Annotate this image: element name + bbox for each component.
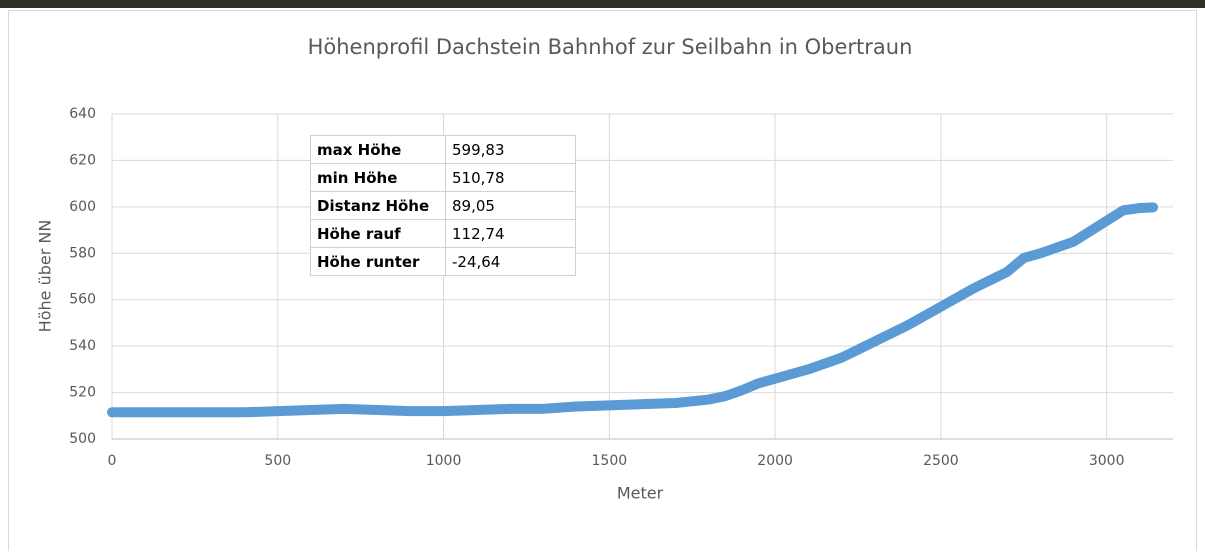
y-tick-label: 540 xyxy=(69,338,96,354)
x-tick-label: 3000 xyxy=(1089,453,1125,469)
y-tick-label: 520 xyxy=(69,385,96,401)
x-tick-label: 1000 xyxy=(426,453,462,469)
chart-frame xyxy=(9,11,1197,552)
y-tick-label: 620 xyxy=(69,152,96,168)
stat-label: Höhe runter xyxy=(311,248,446,276)
stat-value: 112,74 xyxy=(446,220,576,248)
x-tick-label: 0 xyxy=(108,453,117,469)
y-tick-label: 580 xyxy=(69,245,96,261)
y-tick-label: 560 xyxy=(69,292,96,308)
stat-label: min Höhe xyxy=(311,164,446,192)
background-strip xyxy=(0,0,1205,8)
y-axis-title: Höhe über NN xyxy=(36,220,55,333)
chart: Höhenprofil Dachstein Bahnhof zur Seilba… xyxy=(0,0,1205,551)
stat-label: Höhe rauf xyxy=(311,220,446,248)
stat-value: 510,78 xyxy=(446,164,576,192)
y-tick-label: 640 xyxy=(69,106,96,122)
stat-label: Distanz Höhe xyxy=(311,192,446,220)
y-tick-label: 600 xyxy=(69,199,96,215)
x-tick-label: 2500 xyxy=(923,453,959,469)
x-tick-label: 500 xyxy=(264,453,291,469)
x-tick-label: 2000 xyxy=(757,453,793,469)
stat-value: 89,05 xyxy=(446,192,576,220)
stat-label: max Höhe xyxy=(311,136,446,164)
stat-value: 599,83 xyxy=(446,136,576,164)
x-axis-title: Meter xyxy=(617,484,664,503)
chart-title: Höhenprofil Dachstein Bahnhof zur Seilba… xyxy=(308,35,913,59)
page: Höhenprofil Dachstein Bahnhof zur Seilba… xyxy=(0,0,1205,551)
x-tick-label: 1500 xyxy=(592,453,628,469)
y-tick-label: 500 xyxy=(69,431,96,447)
stat-value: -24,64 xyxy=(446,248,576,276)
table-row: Höhe runter-24,64 xyxy=(311,248,576,276)
